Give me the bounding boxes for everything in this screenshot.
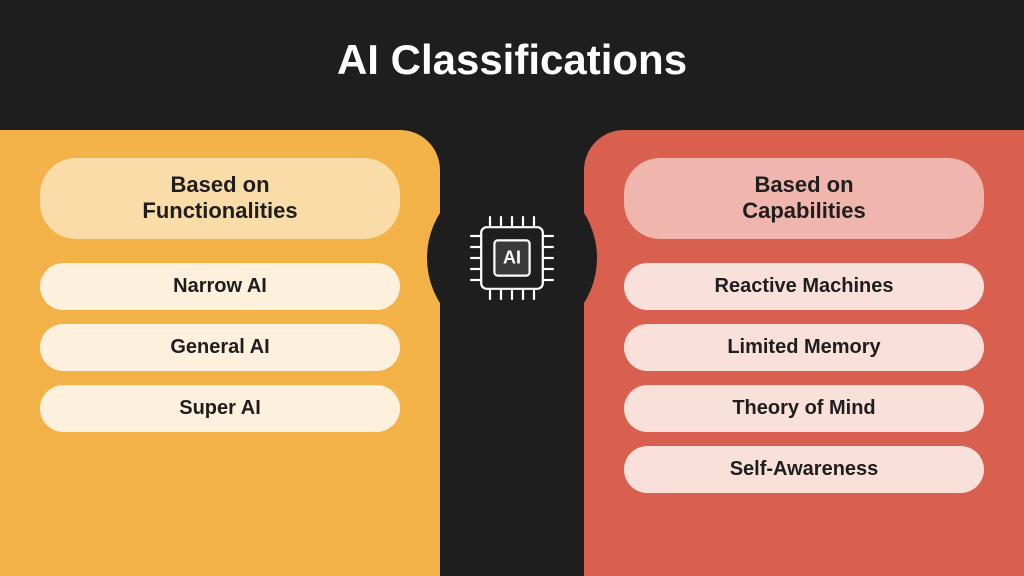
left-panel: Based on Functionalities Narrow AI Gener… [0,130,440,576]
right-header-line1: Based on [754,172,853,197]
page-title: AI Classifications [0,0,1024,104]
left-panel-header: Based on Functionalities [40,158,400,239]
right-item-2: Theory of Mind [624,385,984,432]
right-header-line2: Capabilities [742,198,865,223]
center-chip-circle: AI [427,173,597,343]
chip-label: AI [503,248,521,269]
right-panel: Based on Capabilities Reactive Machines … [584,130,1024,576]
left-item-0: Narrow AI [40,263,400,310]
left-header-line1: Based on [170,172,269,197]
right-item-0: Reactive Machines [624,263,984,310]
right-item-1: Limited Memory [624,324,984,371]
left-item-2: Super AI [40,385,400,432]
left-item-1: General AI [40,324,400,371]
right-item-3: Self-Awareness [624,446,984,493]
right-panel-header: Based on Capabilities [624,158,984,239]
left-header-line2: Functionalities [142,198,297,223]
